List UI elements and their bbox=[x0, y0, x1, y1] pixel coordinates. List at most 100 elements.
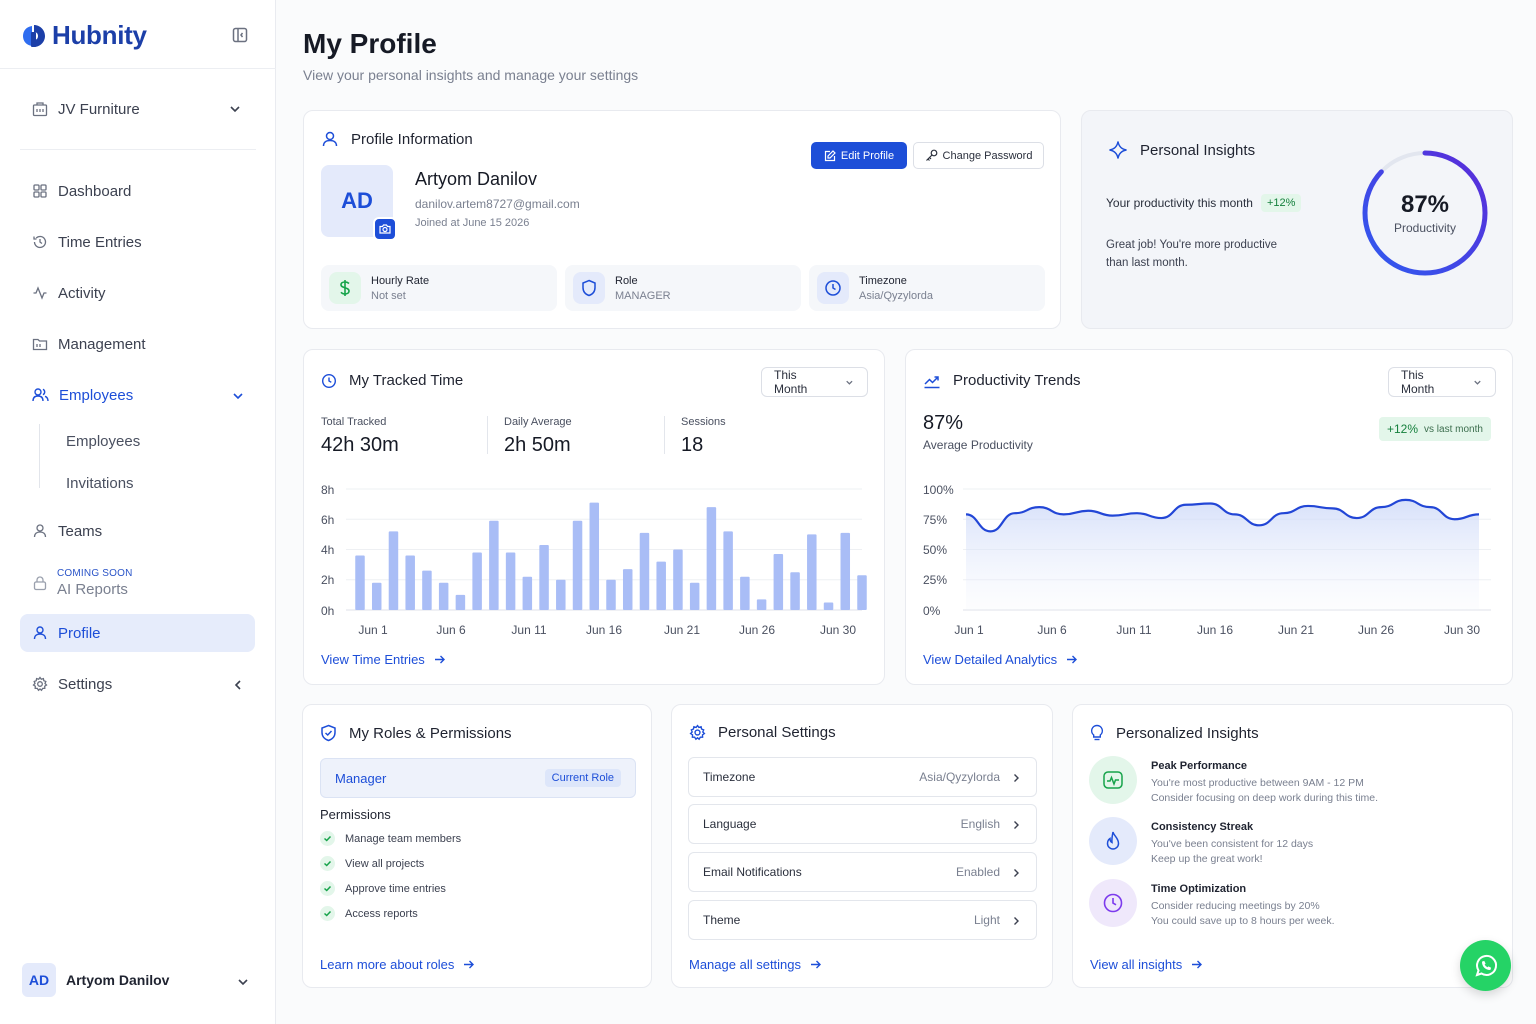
bar bbox=[489, 520, 499, 610]
hourly-rate-tile: Hourly Rate Not set bbox=[321, 265, 557, 311]
sidebar: Hubnity JV Furniture Dashboard Time Entr… bbox=[0, 0, 276, 1024]
current-role-tag: Current Role bbox=[544, 769, 621, 787]
chevron-right-icon bbox=[1014, 869, 1019, 877]
change-password-label: Change Password bbox=[942, 149, 1033, 162]
roles-card: My Roles & Permissions Manager Current R… bbox=[302, 704, 652, 988]
card-title: My Roles & Permissions bbox=[320, 724, 512, 742]
key-icon bbox=[925, 149, 937, 161]
sidebar-item-profile[interactable]: Profile bbox=[20, 614, 255, 652]
whatsapp-chat-button[interactable] bbox=[1460, 940, 1511, 991]
x-tick: Jun 16 bbox=[1196, 623, 1234, 637]
upload-photo-button[interactable] bbox=[373, 217, 397, 241]
view-detailed-analytics-link[interactable]: View Detailed Analytics bbox=[923, 652, 1078, 667]
whatsapp-icon bbox=[1474, 954, 1497, 977]
bar bbox=[823, 602, 834, 610]
sidebar-subitem-invitations[interactable]: Invitations bbox=[66, 475, 134, 492]
select-value: This Month bbox=[1401, 368, 1435, 396]
personal-insights-card: Personal Insights Your productivity this… bbox=[1081, 110, 1513, 329]
x-tick: Jun 26 bbox=[738, 623, 776, 637]
user-icon bbox=[33, 626, 47, 640]
sidebar-subitem-employees[interactable]: Employees bbox=[66, 433, 141, 450]
org-switcher[interactable]: JV Furniture bbox=[32, 96, 246, 122]
sidebar-item-label: Activity bbox=[58, 284, 106, 302]
chevron-down-icon bbox=[846, 380, 853, 385]
divider bbox=[664, 416, 665, 454]
bar bbox=[857, 575, 867, 610]
x-tick: Jun 26 bbox=[1357, 623, 1395, 637]
sidebar-item-label: AI Reports bbox=[57, 581, 128, 598]
link-text: View Time Entries bbox=[321, 652, 425, 667]
trends-period-select[interactable]: This Month bbox=[1388, 367, 1496, 397]
bar bbox=[422, 570, 432, 610]
bar bbox=[405, 555, 415, 610]
stat-label: Sessions bbox=[681, 416, 726, 428]
org-name: JV Furniture bbox=[58, 100, 140, 118]
view-all-insights-link[interactable]: View all insights bbox=[1090, 957, 1203, 972]
series-line bbox=[965, 498, 1480, 533]
manage-settings-link[interactable]: Manage all settings bbox=[689, 957, 822, 972]
personalized-insights-card: Personalized Insights Peak Performance Y… bbox=[1072, 704, 1513, 988]
sidebar-item-time-entries[interactable]: Time Entries bbox=[20, 223, 255, 261]
trend-badge-text: vs last month bbox=[1424, 423, 1483, 435]
change-password-button[interactable]: Change Password bbox=[913, 142, 1044, 169]
permission-item: View all projects bbox=[320, 856, 424, 871]
check-icon bbox=[320, 856, 335, 871]
learn-more-roles-link[interactable]: Learn more about roles bbox=[320, 957, 475, 972]
arrow-right-icon bbox=[434, 655, 445, 664]
collapse-sidebar-button[interactable] bbox=[231, 26, 249, 44]
bar bbox=[706, 507, 717, 610]
stat-sessions: Sessions 18 bbox=[681, 416, 726, 457]
chevron-down-icon bbox=[1474, 380, 1481, 385]
link-text: Manage all settings bbox=[689, 957, 802, 972]
lock-icon-wrap bbox=[32, 575, 48, 591]
x-tick: Jun 6 bbox=[1037, 623, 1067, 637]
sidebar-item-activity[interactable]: Activity bbox=[20, 274, 255, 312]
tile-value: Not set bbox=[371, 289, 406, 302]
setting-row-timezone[interactable]: Timezone Asia/Qyzylorda bbox=[688, 757, 1037, 797]
check-icon bbox=[320, 906, 335, 921]
avg-productivity-label: Average Productivity bbox=[923, 438, 1033, 452]
setting-row-language[interactable]: Language English bbox=[688, 804, 1037, 844]
edit-profile-button[interactable]: Edit Profile bbox=[811, 142, 907, 169]
user-menu[interactable]: AD Artyom Danilov bbox=[22, 962, 256, 998]
trending-up-icon bbox=[924, 375, 940, 388]
setting-row-theme[interactable]: Theme Light bbox=[688, 900, 1037, 940]
check-icon bbox=[320, 881, 335, 896]
ring-label: Productivity bbox=[1393, 221, 1457, 235]
arrow-right-icon bbox=[464, 960, 475, 969]
permission-text: Manage team members bbox=[345, 832, 462, 845]
divider bbox=[487, 416, 488, 454]
edit-icon bbox=[824, 149, 836, 161]
sidebar-item-employees[interactable]: Employees bbox=[20, 376, 255, 414]
bar bbox=[807, 534, 817, 610]
insight-message-line: Great job! You're more productive bbox=[1106, 239, 1277, 251]
sidebar-item-teams[interactable]: Teams bbox=[20, 512, 255, 550]
insight-line: Consider reducing meetings by 20% bbox=[1151, 900, 1320, 912]
user-name: Artyom Danilov bbox=[66, 972, 170, 988]
view-time-entries-link[interactable]: View Time Entries bbox=[321, 652, 446, 667]
edit-profile-label: Edit Profile bbox=[840, 149, 895, 162]
profile-name: Artyom Danilov bbox=[415, 169, 538, 189]
tracked-period-select[interactable]: This Month bbox=[761, 367, 868, 397]
stat-label: Total Tracked bbox=[321, 416, 387, 428]
chevron-right-icon bbox=[1014, 821, 1019, 829]
sidebar-item-settings[interactable]: Settings bbox=[20, 665, 255, 703]
insight-title: Consistency Streak bbox=[1151, 821, 1254, 833]
insight-line: Consider focusing on deep work during th… bbox=[1151, 792, 1379, 804]
bar bbox=[505, 552, 516, 610]
logo[interactable]: Hubnity bbox=[20, 20, 147, 51]
clock-icon bbox=[321, 373, 337, 388]
card-title-text: Personalized Insights bbox=[1116, 724, 1259, 742]
y-tick: 8h bbox=[321, 483, 335, 497]
current-role-box: Manager Current Role bbox=[320, 758, 636, 798]
setting-row-email-notifications[interactable]: Email Notifications Enabled bbox=[688, 852, 1037, 892]
y-tick: 0% bbox=[923, 604, 941, 618]
bar bbox=[355, 555, 365, 610]
coming-soon-tag: COMING SOON bbox=[57, 568, 133, 579]
sidebar-item-label: Management bbox=[58, 335, 146, 353]
sidebar-item-dashboard[interactable]: Dashboard bbox=[20, 172, 255, 210]
page-subtitle: View your personal insights and manage y… bbox=[303, 67, 639, 83]
sidebar-item-label: Employees bbox=[59, 386, 134, 404]
sidebar-item-management[interactable]: Management bbox=[20, 325, 255, 363]
folder-icon bbox=[32, 338, 48, 351]
